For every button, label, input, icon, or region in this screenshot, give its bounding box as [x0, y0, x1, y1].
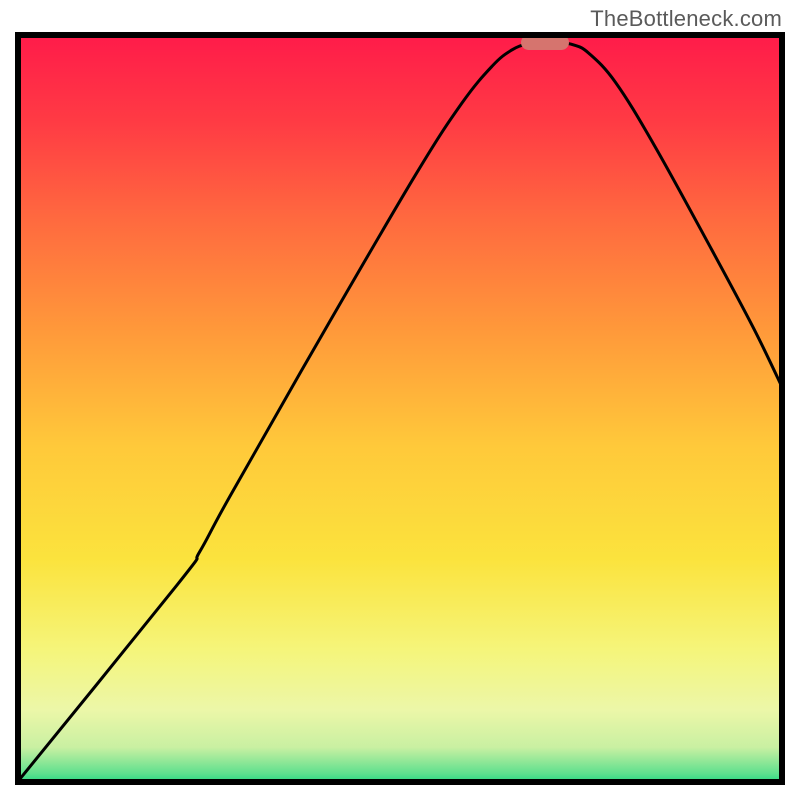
bottleneck-chart [15, 32, 785, 785]
watermark-text: TheBottleneck.com [590, 6, 782, 32]
optimal-point-marker [521, 35, 569, 49]
bottleneck-curve-line [15, 32, 785, 785]
